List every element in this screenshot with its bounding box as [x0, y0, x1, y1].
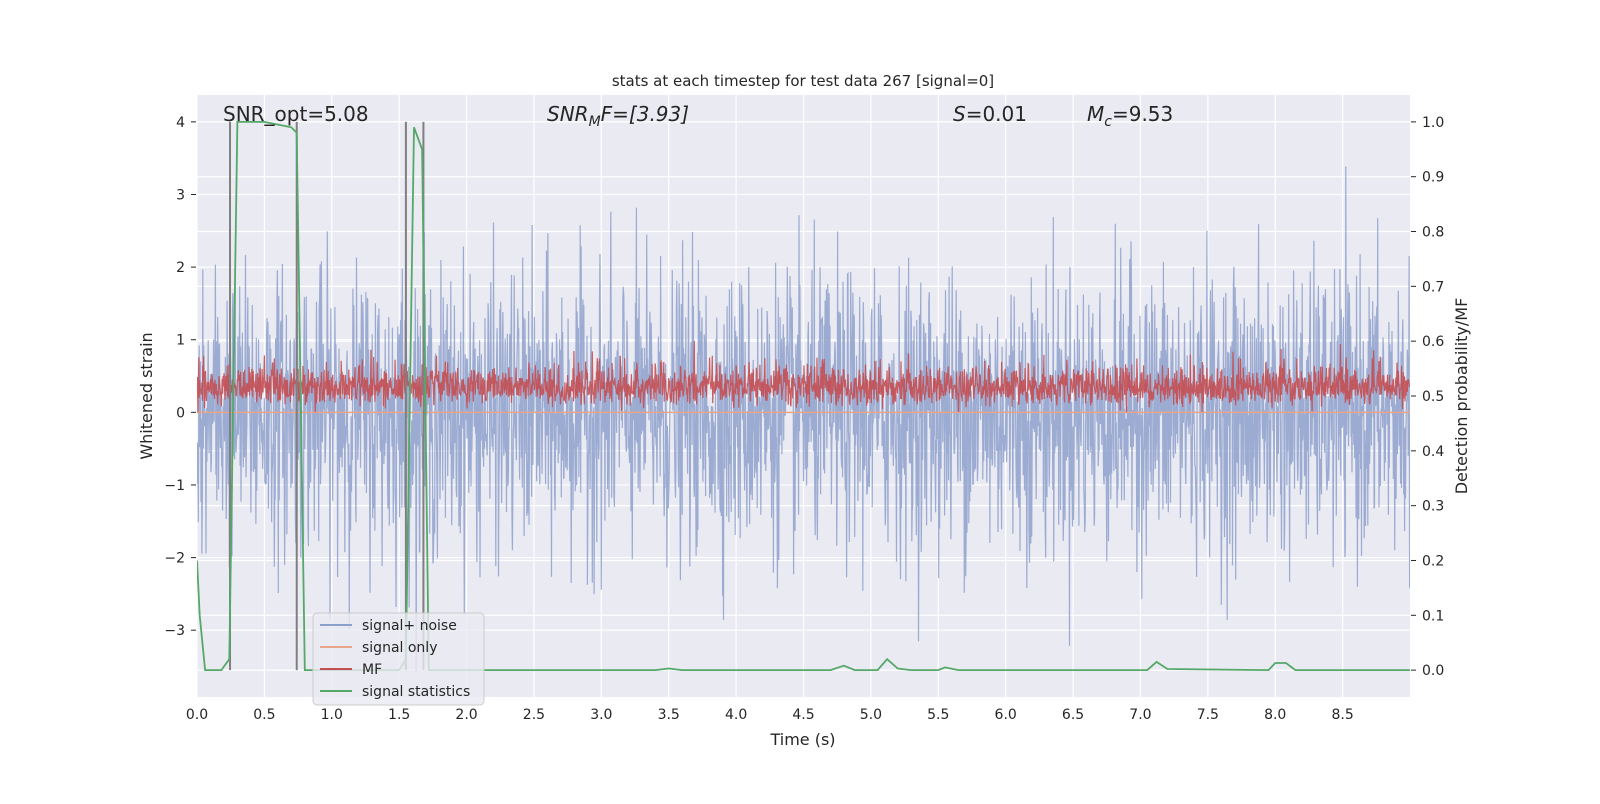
annotation-mc: Mc=9.53: [1087, 102, 1173, 130]
x-tick-label: 4.5: [792, 707, 814, 723]
y-right-tick-label: 0.8: [1422, 225, 1444, 241]
y-right-tick-label: 0.7: [1422, 279, 1444, 295]
x-tick-label: 8.5: [1331, 707, 1353, 723]
y-right-tick-label: 0.2: [1422, 553, 1444, 569]
x-tick-label: 0.5: [253, 707, 275, 723]
x-tick-label: 7.5: [1197, 707, 1219, 723]
x-tick-label: 1.5: [388, 707, 410, 723]
y-tick-label: −1: [164, 478, 185, 494]
y-right-axis-label: Detection probability/MF: [1452, 298, 1471, 495]
chart-title: stats at each timestep for test data 267…: [612, 72, 994, 90]
series-signal-noise: [197, 166, 1410, 672]
x-tick-label: 5.5: [927, 707, 949, 723]
annotation-s: S=0.01: [953, 102, 1027, 126]
y-right-axis-ticks: 1.0 0.9 0.8 0.7 0.6 0.5 0.4 0.3 0.2 0.1 0.0: [1411, 115, 1444, 679]
x-tick-label: 7.0: [1129, 707, 1151, 723]
x-tick-label: 3.0: [590, 707, 612, 723]
detection-markers: [229, 121, 425, 671]
x-tick-label: 0.0: [186, 707, 208, 723]
y-axis-ticks: 4 3 2 1 0 −1 −2 −3: [164, 115, 196, 639]
x-tick-label: 2.5: [523, 707, 545, 723]
legend-item: signal statistics: [320, 684, 470, 700]
legend-item: MF: [320, 662, 382, 678]
legend-item: signal only: [320, 640, 437, 656]
x-tick-label: 5.0: [860, 707, 882, 723]
annotation-snr-mf: SNRMF=[3.93]: [547, 102, 689, 130]
y-right-tick-label: 0.5: [1422, 389, 1444, 405]
y-right-tick-label: 0.4: [1422, 444, 1444, 460]
legend-label: MF: [362, 662, 382, 678]
y-tick-label: 2: [176, 260, 185, 276]
y-right-tick-label: 0.3: [1422, 499, 1444, 515]
y-right-tick-label: 0.0: [1422, 663, 1444, 679]
y-tick-label: −2: [164, 551, 185, 567]
x-tick-label: 8.0: [1264, 707, 1286, 723]
y-right-tick-label: 0.9: [1422, 170, 1444, 186]
legend: signal+ noise signal only MF signal statist…: [312, 612, 485, 706]
x-tick-label: 3.5: [658, 707, 680, 723]
series-signal-statistics: [197, 121, 1410, 672]
x-axis-ticks: 0.0 0.5 1.0 1.5 2.0 2.5 3.0 3.5 4.0 4.5 5.0 5.5 6.0 6…: [186, 707, 1354, 723]
annotation-snr-opt: SNR_opt=5.08: [223, 102, 369, 126]
x-axis-label: Time (s): [769, 730, 835, 749]
y-right-tick-label: 1.0: [1422, 115, 1444, 131]
y-right-tick-label: 0.1: [1422, 608, 1444, 624]
x-tick-label: 1.0: [321, 707, 343, 723]
y-tick-label: 4: [176, 115, 185, 131]
y-tick-label: 3: [176, 187, 185, 203]
legend-label: signal+ noise: [362, 618, 457, 634]
series-mf: [197, 340, 1410, 413]
y-tick-label: −3: [164, 623, 185, 639]
y-axis-label: Whitened strain: [137, 332, 156, 459]
x-tick-label: 4.0: [725, 707, 747, 723]
legend-box: [312, 612, 485, 706]
y-right-tick-label: 0.6: [1422, 334, 1444, 350]
y-tick-label: 0: [176, 405, 185, 421]
legend-label: signal statistics: [362, 684, 470, 700]
legend-item: signal+ noise: [320, 618, 457, 634]
x-tick-label: 6.5: [1062, 707, 1084, 723]
y-tick-label: 1: [176, 333, 185, 349]
legend-label: signal only: [362, 640, 437, 656]
x-tick-label: 6.0: [995, 707, 1017, 723]
x-tick-label: 2.0: [455, 707, 477, 723]
